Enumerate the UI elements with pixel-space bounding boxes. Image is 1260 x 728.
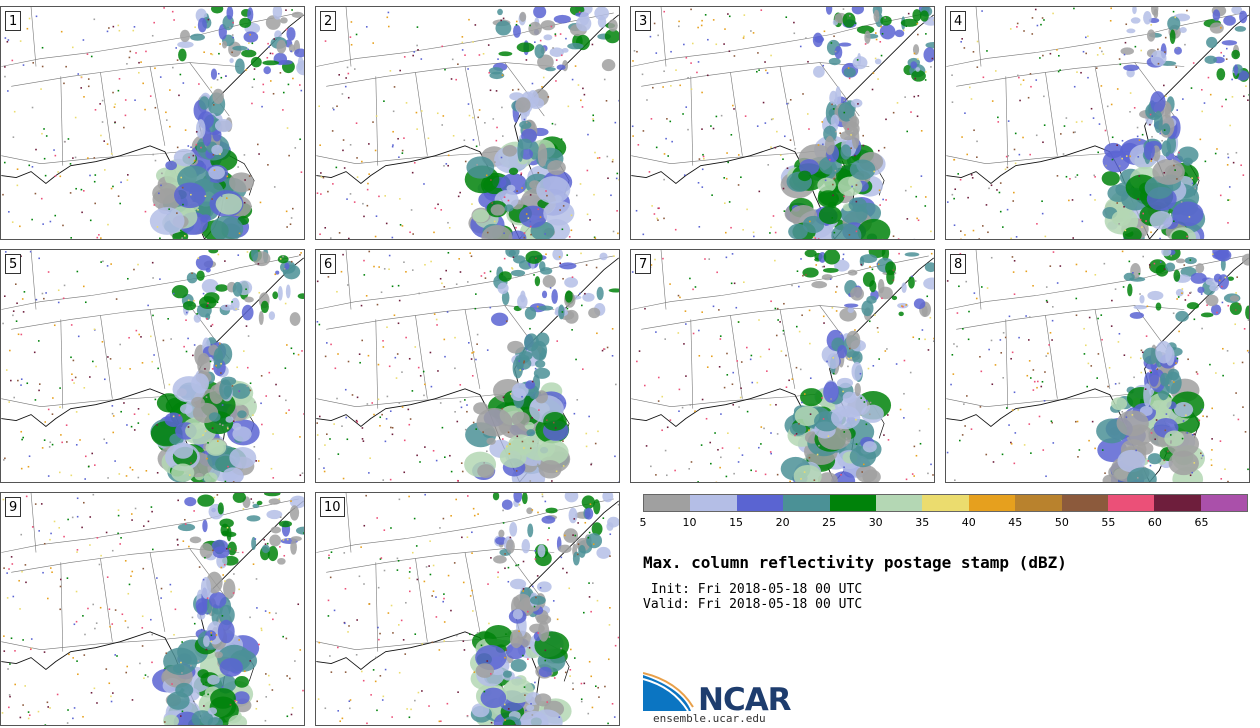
colorbar-tick-label: 55: [1101, 516, 1116, 529]
reflectivity-map: [316, 7, 619, 239]
ncar-logo-icon: [643, 672, 694, 712]
colorbar-segment: [690, 495, 737, 511]
colorbar-tick-label: 50: [1054, 516, 1069, 529]
ensemble-member-panel: 9: [0, 492, 305, 726]
colorbar-tick-label: 5: [639, 516, 647, 529]
colorbar-tick-label: 15: [729, 516, 744, 529]
colorbar-ticks: 5 10 15 20 25 30 35 40 45 50 55 60 65: [639, 516, 1248, 530]
colorbar-segment: [922, 495, 969, 511]
colorbar-tick-label: 25: [822, 516, 837, 529]
member-number-label: 3: [635, 11, 652, 31]
colorbar-segment: [875, 495, 923, 511]
reflectivity-map: [946, 250, 1249, 482]
colorbar-segment: [1200, 495, 1248, 511]
colorbar-tick-label: 60: [1147, 516, 1162, 529]
colorbar-tick-label: 20: [775, 516, 790, 529]
ensemble-member-panel: 6: [315, 249, 620, 483]
colorbar-segment: [1154, 495, 1201, 511]
init-time: Init: Fri 2018-05-18 00 UTC: [643, 582, 863, 597]
ensemble-member-panel: 4: [945, 6, 1250, 240]
ensemble-url: ensemble.ucar.edu: [653, 712, 766, 725]
reflectivity-map: [1, 493, 304, 725]
ncar-wordmark: NCAR: [698, 682, 792, 718]
reflectivity-map: [316, 493, 619, 725]
colorbar-segment: [783, 495, 830, 511]
colorbar-segment: [736, 495, 784, 511]
member-number-label: 2: [320, 11, 337, 31]
colorbar-tick-label: 10: [682, 516, 697, 529]
reflectivity-colorbar: [643, 494, 1248, 512]
member-number-label: 7: [635, 254, 652, 274]
ensemble-member-panel: 7: [630, 249, 935, 483]
ensemble-member-panel: 2: [315, 6, 620, 240]
colorbar-tick-label: 45: [1008, 516, 1023, 529]
member-number-label: 5: [5, 254, 22, 274]
colorbar-segment: [644, 495, 691, 511]
reflectivity-map: [1, 7, 304, 239]
colorbar-tick-label: 30: [868, 516, 883, 529]
colorbar-segment: [968, 495, 1016, 511]
member-number-label: 1: [5, 11, 22, 31]
ensemble-member-panel: 10: [315, 492, 620, 726]
colorbar-segment: [1015, 495, 1062, 511]
colorbar-tick-label: 65: [1194, 516, 1209, 529]
reflectivity-map: [631, 7, 934, 239]
ensemble-member-panel: 3: [630, 6, 935, 240]
colorbar-segment: [1061, 495, 1108, 511]
member-number-label: 10: [320, 497, 345, 517]
colorbar-segment: [1107, 495, 1155, 511]
reflectivity-map: [946, 7, 1249, 239]
colorbar-segment: [829, 495, 876, 511]
valid-time: Valid: Fri 2018-05-18 00 UTC: [643, 597, 863, 612]
colorbar-tick-label: 35: [915, 516, 930, 529]
ensemble-member-panel: 1: [0, 6, 305, 240]
reflectivity-map: [316, 250, 619, 482]
reflectivity-map: [1, 250, 304, 482]
member-number-label: 8: [950, 254, 967, 274]
ensemble-member-panel: 5: [0, 249, 305, 483]
chart-title: Max. column reflectivity postage stamp (…: [643, 553, 1067, 572]
member-number-label: 6: [320, 254, 337, 274]
colorbar-tick-label: 40: [961, 516, 976, 529]
reflectivity-map: [631, 250, 934, 482]
member-number-label: 9: [5, 497, 22, 517]
member-number-label: 4: [950, 11, 967, 31]
ensemble-member-panel: 8: [945, 249, 1250, 483]
